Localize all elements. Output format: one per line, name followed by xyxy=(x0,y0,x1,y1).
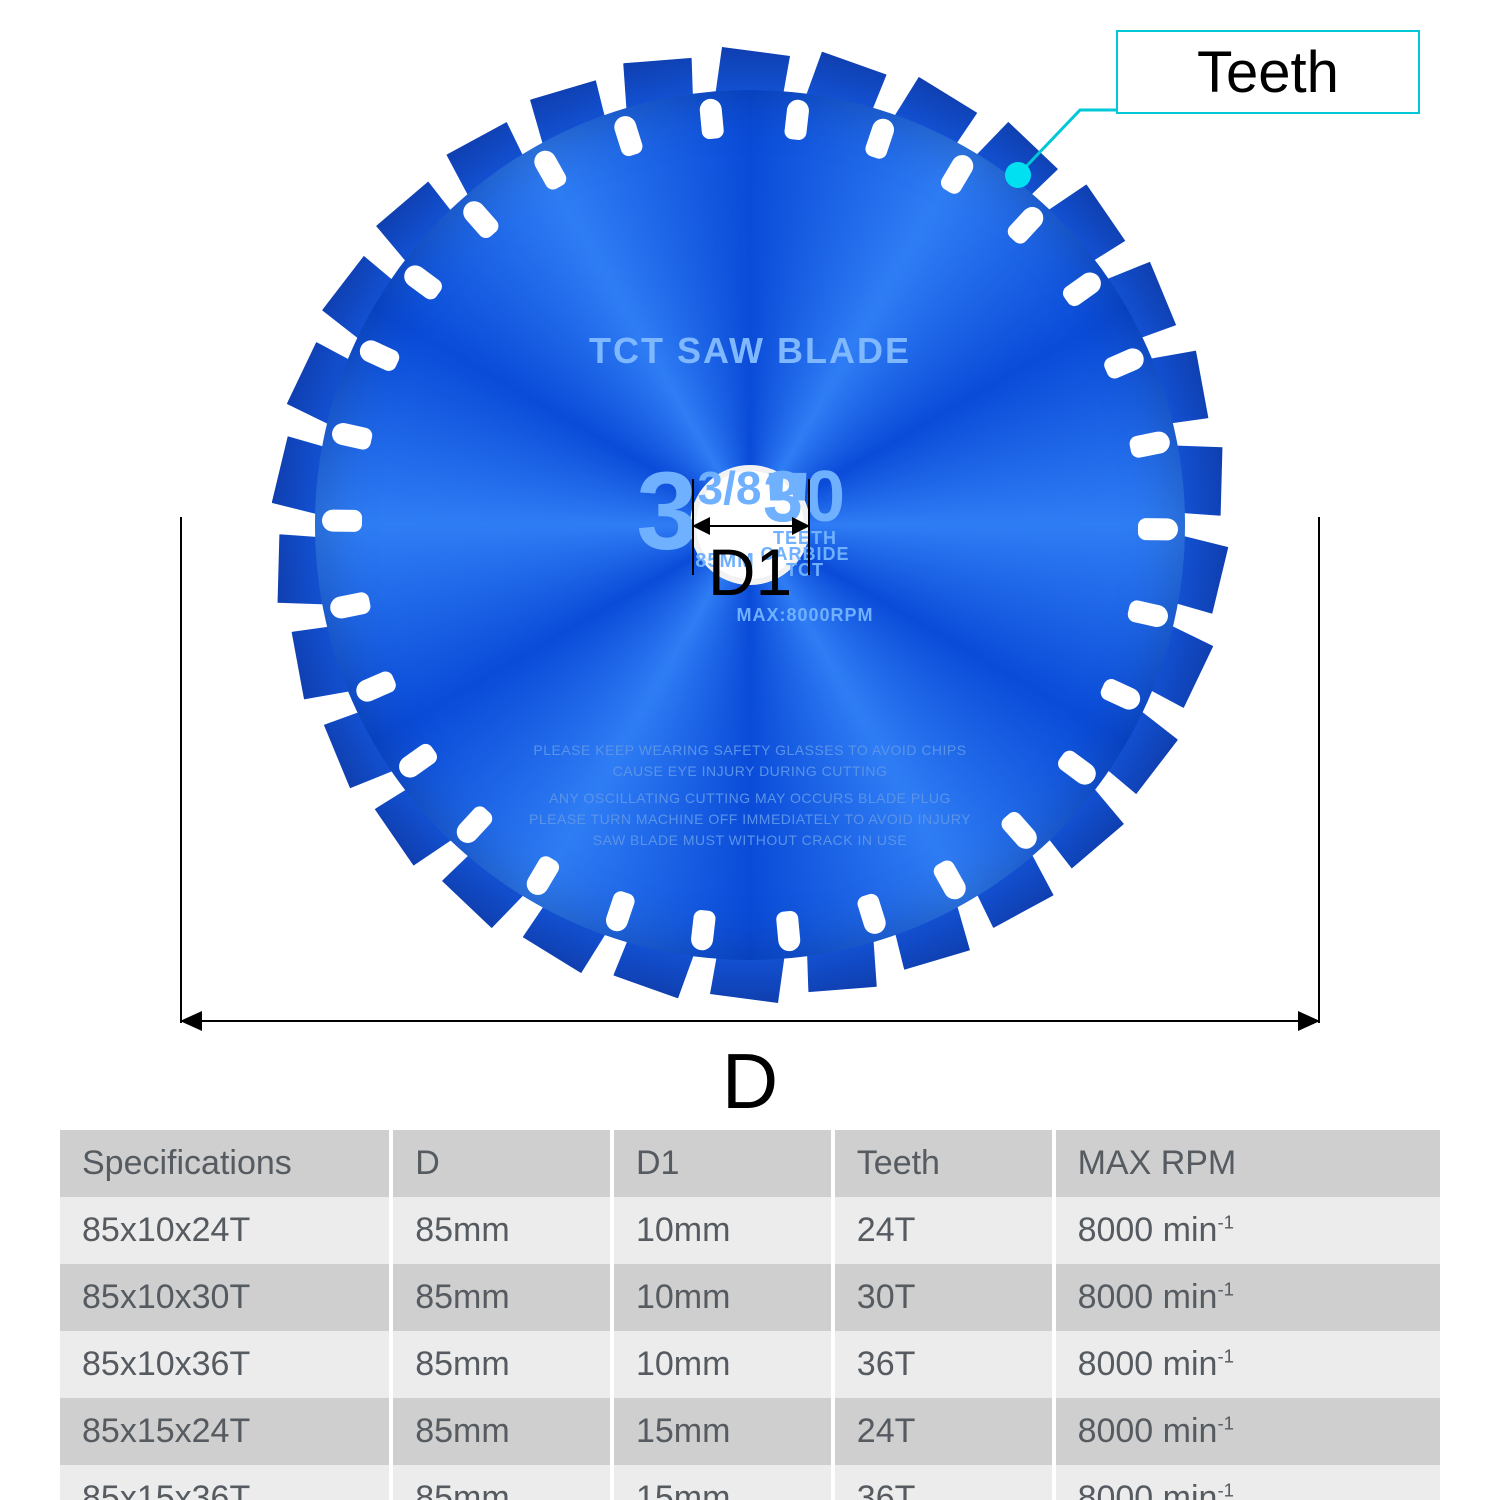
cell-rpm: 8000 min-1 xyxy=(1054,1465,1440,1500)
cell-d1: 15mm xyxy=(612,1398,833,1465)
cell-d1: 10mm xyxy=(612,1264,833,1331)
cell-teeth: 24T xyxy=(833,1398,1054,1465)
cell-rpm: 8000 min-1 xyxy=(1054,1197,1440,1264)
teeth-callout-label: Teeth xyxy=(1116,30,1420,114)
cell-d1: 10mm xyxy=(612,1331,833,1398)
blade-diagram: TCT SAW BLADE 33/8" 85MM 30 TEETH CARBID… xyxy=(0,0,1500,1100)
dimension-d1-arrow-right xyxy=(792,517,810,535)
cell-d: 85mm xyxy=(391,1398,612,1465)
table-row: 85x15x36T85mm15mm36T8000 min-1 xyxy=(60,1465,1440,1500)
cell-teeth: 30T xyxy=(833,1264,1054,1331)
col-header-d: D xyxy=(391,1130,612,1197)
cell-rpm: 8000 min-1 xyxy=(1054,1398,1440,1465)
table-row: 85x15x24T85mm15mm24T8000 min-1 xyxy=(60,1398,1440,1465)
cell-spec: 85x15x36T xyxy=(60,1465,391,1500)
dimension-d-arrow-right xyxy=(1298,1011,1320,1031)
cell-d: 85mm xyxy=(391,1264,612,1331)
specifications-table: Specifications D D1 Teeth MAX RPM 85x10x… xyxy=(60,1130,1440,1500)
cell-d: 85mm xyxy=(391,1331,612,1398)
teeth-callout-dot xyxy=(1005,162,1031,188)
col-header-d1: D1 xyxy=(612,1130,833,1197)
col-header-spec: Specifications xyxy=(60,1130,391,1197)
dimension-d-label: D xyxy=(722,1036,778,1127)
blade-title: TCT SAW BLADE xyxy=(450,330,1050,372)
teeth-callout-text: Teeth xyxy=(1197,39,1339,106)
cell-rpm: 8000 min-1 xyxy=(1054,1331,1440,1398)
table-header-row: Specifications D D1 Teeth MAX RPM xyxy=(60,1130,1440,1197)
cell-d1: 10mm xyxy=(612,1197,833,1264)
cell-d1: 15mm xyxy=(612,1465,833,1500)
cell-teeth: 24T xyxy=(833,1197,1054,1264)
cell-teeth: 36T xyxy=(833,1331,1054,1398)
cell-teeth: 36T xyxy=(833,1465,1054,1500)
table-row: 85x10x24T85mm10mm24T8000 min-1 xyxy=(60,1197,1440,1264)
cell-rpm: 8000 min-1 xyxy=(1054,1264,1440,1331)
cell-spec: 85x10x24T xyxy=(60,1197,391,1264)
dimension-d-line xyxy=(180,1020,1320,1022)
table-row: 85x10x30T85mm10mm30T8000 min-1 xyxy=(60,1264,1440,1331)
cell-spec: 85x10x36T xyxy=(60,1331,391,1398)
blade-warning-text: PLEASE KEEP WEARING SAFETY GLASSES TO AV… xyxy=(430,740,1070,851)
table-row: 85x10x36T85mm10mm36T8000 min-1 xyxy=(60,1331,1440,1398)
dimension-d1-arrow-left xyxy=(692,517,710,535)
cell-spec: 85x15x24T xyxy=(60,1398,391,1465)
cell-d: 85mm xyxy=(391,1197,612,1264)
dimension-d-arrow-left xyxy=(180,1011,202,1031)
dimension-d1-label: D1 xyxy=(708,534,792,610)
col-header-teeth: Teeth xyxy=(833,1130,1054,1197)
cell-d: 85mm xyxy=(391,1465,612,1500)
col-header-rpm: MAX RPM xyxy=(1054,1130,1440,1197)
cell-spec: 85x10x30T xyxy=(60,1264,391,1331)
